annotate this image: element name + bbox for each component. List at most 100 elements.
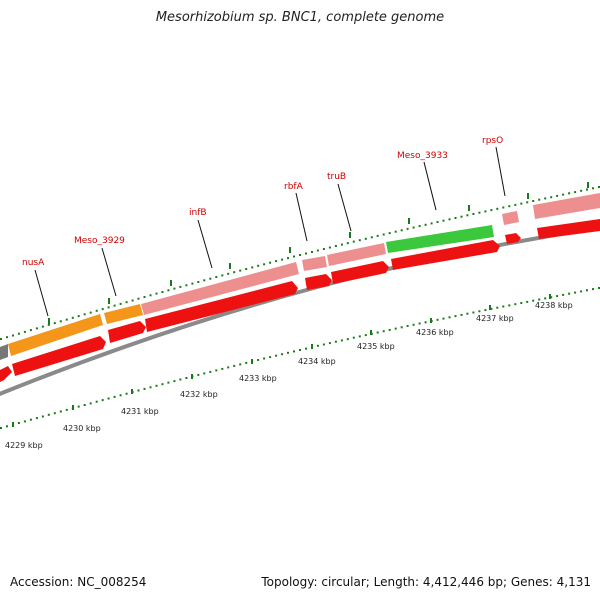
cds-arrow [537, 219, 600, 239]
scale-dot [418, 225, 421, 228]
gene-label-infB: infB [189, 208, 207, 218]
scale-dot [340, 339, 343, 342]
scale-dot [334, 340, 337, 343]
scale-dot [394, 230, 397, 233]
scale-dot [119, 394, 122, 397]
scale-dot [448, 316, 451, 319]
tick-mark [489, 305, 491, 310]
gene-track [0, 193, 600, 360]
tick-mark [349, 232, 351, 238]
map-title: Mesorhizobium sp. BNC1, complete genome [155, 10, 445, 25]
scale-dot [305, 252, 307, 255]
scale-dot [59, 320, 62, 323]
scale-dot [352, 336, 355, 339]
scale-dot [125, 301, 128, 304]
scale-dot [125, 392, 128, 395]
scale-dot [269, 261, 272, 264]
scale-dot [41, 415, 44, 418]
scale-dot [143, 296, 146, 298]
scale-dot [185, 377, 188, 379]
scale-dot [245, 361, 248, 364]
scale-dot [203, 279, 206, 282]
scale-dot [269, 356, 272, 359]
scale-dot [430, 320, 433, 322]
gene-segment-light [302, 256, 327, 271]
kbp-label: 4231 kbp [121, 407, 159, 416]
scale-dot [305, 347, 307, 350]
scale-dot [251, 266, 254, 269]
scale-dot [281, 353, 284, 356]
scale-dot [35, 327, 38, 330]
scale-dot [574, 291, 577, 294]
genome-summary-text: Topology: circular; Length: 4,412,446 bp… [261, 575, 591, 589]
label-leader [101, 247, 117, 297]
gene-labels: nusA Meso_3929 infB rbfA truB Meso_3933 … [22, 136, 506, 317]
scale-dot [484, 309, 487, 312]
scale-dot [101, 399, 104, 402]
scale-dot [167, 381, 170, 384]
cds-arrow [12, 336, 106, 376]
scale-dot [89, 402, 92, 405]
scale-dot [364, 237, 367, 240]
scale-dot [0, 427, 2, 429]
scale-dot [119, 302, 122, 305]
scale-dot [65, 318, 68, 321]
scale-dot [454, 315, 457, 318]
scale-dot [263, 263, 266, 266]
cds-arrow [145, 281, 298, 332]
gene-label-truB: truB [327, 172, 346, 182]
scale-dot [233, 271, 236, 274]
kbp-label: 4236 kbp [416, 328, 454, 337]
scale-dot [53, 412, 56, 415]
scale-dot [215, 369, 218, 372]
scale-dot [251, 360, 254, 363]
gene-label-rpsO: rpsO [482, 136, 503, 146]
scale-dot [131, 299, 134, 302]
gene-segment-orange [8, 314, 103, 356]
scale-dot [113, 395, 116, 398]
scale-dot [520, 302, 523, 304]
gene-label-Meso_3933: Meso_3933 [397, 151, 448, 161]
scale-dot [137, 389, 140, 392]
scale-dot [281, 258, 284, 261]
scale-dot [598, 186, 600, 188]
scale-dot [149, 386, 152, 389]
scale-dot [47, 413, 50, 416]
scale-dot [460, 313, 463, 316]
scale-dot [316, 249, 319, 252]
scale-dot [526, 201, 529, 204]
scale-dot [556, 194, 559, 197]
outer-dot-row [0, 186, 600, 340]
gene-segment-orange [104, 304, 143, 324]
tick-mark [370, 330, 372, 335]
cds-arrow [505, 233, 521, 244]
scale-dot [209, 277, 212, 280]
scale-dot [544, 197, 547, 200]
kbp-label: 4237 kbp [476, 314, 514, 323]
gene-segment [0, 344, 8, 360]
scale-dot [514, 303, 517, 306]
scale-dot [562, 293, 565, 296]
scale-dot [173, 287, 176, 290]
gene-segment-green [386, 225, 494, 253]
tick-mark [108, 298, 110, 304]
scale-dot [394, 327, 397, 330]
scale-dot [23, 420, 26, 423]
tick-mark [289, 247, 291, 253]
scale-dot [592, 187, 594, 190]
scale-dot [478, 211, 481, 214]
scale-dot [586, 289, 588, 292]
scale-dot [340, 243, 343, 246]
cds-arrow [391, 240, 500, 270]
scale-dot [233, 364, 236, 367]
scale-dot [311, 346, 313, 349]
kbp-label: 4235 kbp [357, 342, 395, 351]
inner-ticks [12, 294, 551, 427]
scale-dot [538, 198, 541, 201]
scale-dot [221, 274, 224, 277]
scale-dot [179, 285, 182, 288]
scale-dot [179, 378, 182, 381]
scale-dot [149, 294, 152, 297]
scale-dot [35, 417, 38, 420]
